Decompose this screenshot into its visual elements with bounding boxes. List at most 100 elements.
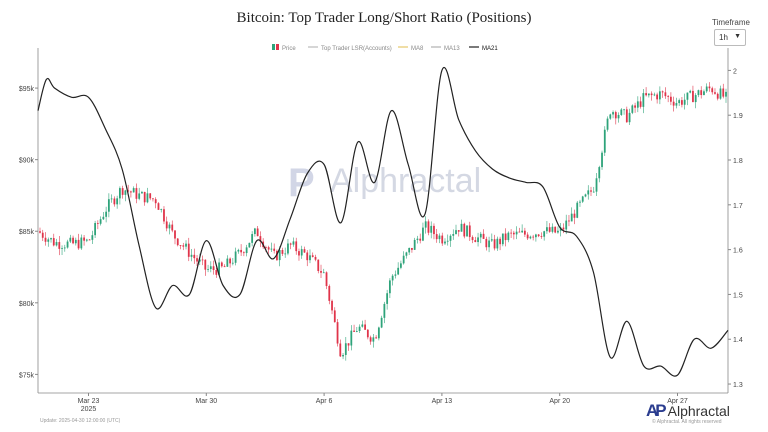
price-candle-body — [121, 188, 124, 195]
price-candle-body — [154, 199, 157, 204]
price-candle-body — [193, 254, 196, 259]
price-candle-body — [386, 293, 389, 304]
y-right-tick-label: 1.7 — [733, 203, 743, 210]
legend-item-label[interactable]: MA13 — [444, 46, 460, 52]
price-candle-body — [628, 112, 631, 123]
y-left-tick-label: $85k — [19, 229, 35, 236]
price-candle-body — [138, 193, 141, 199]
price-candle-body — [168, 224, 171, 229]
price-candle-body — [187, 243, 190, 257]
price-candle-body — [289, 243, 292, 245]
price-candle-body — [102, 216, 105, 220]
price-candle-body — [306, 252, 309, 261]
legend-item-label[interactable]: MA8 — [411, 46, 424, 52]
price-candle-body — [664, 92, 667, 97]
price-candle-body — [590, 190, 592, 192]
price-candle-body — [515, 231, 518, 235]
price-candle-body — [705, 86, 708, 92]
price-candle-body — [523, 230, 526, 235]
x-tick-label: Apr 13 — [432, 398, 453, 405]
price-candle-body — [507, 232, 510, 241]
price-candle-body — [466, 225, 468, 237]
price-candle-body — [581, 196, 584, 202]
price-candle-body — [543, 231, 546, 237]
price-candle-body — [143, 191, 146, 203]
price-candle-body — [215, 269, 218, 275]
price-candle-body — [171, 224, 174, 231]
price-candle-body — [402, 255, 405, 264]
price-candle-body — [372, 337, 375, 342]
price-candle-body — [311, 255, 314, 257]
price-candle-body — [400, 263, 402, 268]
price-candle-body — [85, 239, 88, 241]
legend-item-label[interactable]: Price — [282, 46, 296, 52]
price-candle-body — [325, 272, 328, 287]
price-candle-body — [546, 227, 548, 232]
price-candle-body — [667, 96, 670, 97]
price-candle-body — [540, 236, 543, 237]
price-candle-body — [364, 324, 366, 330]
price-candle-body — [535, 234, 537, 238]
ratio-series-line — [37, 67, 729, 377]
price-candle-body — [237, 249, 240, 252]
price-candle-body — [692, 90, 694, 103]
price-candle-body — [342, 354, 344, 357]
price-candle-body — [554, 226, 557, 233]
price-candle-body — [375, 337, 378, 339]
price-candle-body — [725, 91, 727, 97]
price-candle-body — [182, 245, 185, 247]
price-candle-body — [587, 190, 590, 195]
price-candle-body — [77, 239, 80, 249]
price-candle-body — [479, 233, 482, 238]
price-candle-body — [66, 241, 69, 248]
price-candle-body — [551, 226, 554, 232]
price-candle-body — [485, 238, 488, 248]
price-candle-body — [474, 240, 477, 243]
price-candle-body — [41, 232, 44, 238]
price-candle-body — [708, 86, 711, 89]
price-candle-body — [204, 259, 207, 270]
price-candle-body — [55, 242, 58, 246]
price-candle-body — [127, 190, 130, 192]
price-candle-body — [576, 202, 579, 218]
price-candle-body — [686, 92, 689, 100]
price-candle-body — [716, 93, 719, 99]
price-candle-body — [703, 91, 705, 96]
y-left-tick-label: $95k — [19, 86, 35, 93]
price-candle-body — [669, 96, 672, 102]
price-candle-body — [592, 191, 595, 193]
x-tick-label: Apr 27 — [667, 398, 688, 405]
x-tick-label: Apr 20 — [549, 398, 570, 405]
price-candle-body — [240, 249, 243, 253]
price-candle-body — [212, 266, 215, 270]
price-candle-body — [557, 230, 559, 233]
y-right-tick-label: 1.6 — [733, 248, 743, 255]
price-candle-body — [430, 225, 433, 233]
price-candle-body — [303, 249, 306, 253]
price-candle-body — [146, 193, 149, 203]
price-candle-body — [603, 129, 606, 153]
y-right-tick-label: 1.3 — [733, 382, 743, 389]
price-candle-body — [689, 90, 692, 93]
price-candle-body — [281, 249, 284, 254]
price-candle-body — [681, 100, 683, 105]
price-candle-body — [366, 329, 369, 338]
price-candle-body — [598, 167, 601, 179]
candle-icon — [276, 44, 279, 50]
y-left-tick-label: $90k — [19, 158, 35, 165]
price-candle-body — [446, 240, 449, 242]
legend-item-label[interactable]: MA21 — [482, 46, 498, 52]
legend-item-label[interactable]: Top Trader LSR(Accounts) — [321, 46, 392, 52]
price-candle-body — [631, 105, 634, 113]
price-candle-body — [74, 239, 77, 244]
price-candle-body — [96, 223, 99, 224]
price-candle-body — [245, 247, 248, 254]
price-candle-body — [493, 239, 496, 249]
timeframe-select[interactable]: 1h ▼ — [714, 29, 746, 46]
y-left-tick-label: $80k — [19, 301, 35, 308]
price-candle-body — [298, 251, 300, 256]
price-candle-body — [276, 250, 278, 261]
price-candle-body — [99, 219, 102, 224]
price-candle-body — [526, 234, 529, 239]
x-tick-label: Apr 6 — [316, 398, 333, 405]
